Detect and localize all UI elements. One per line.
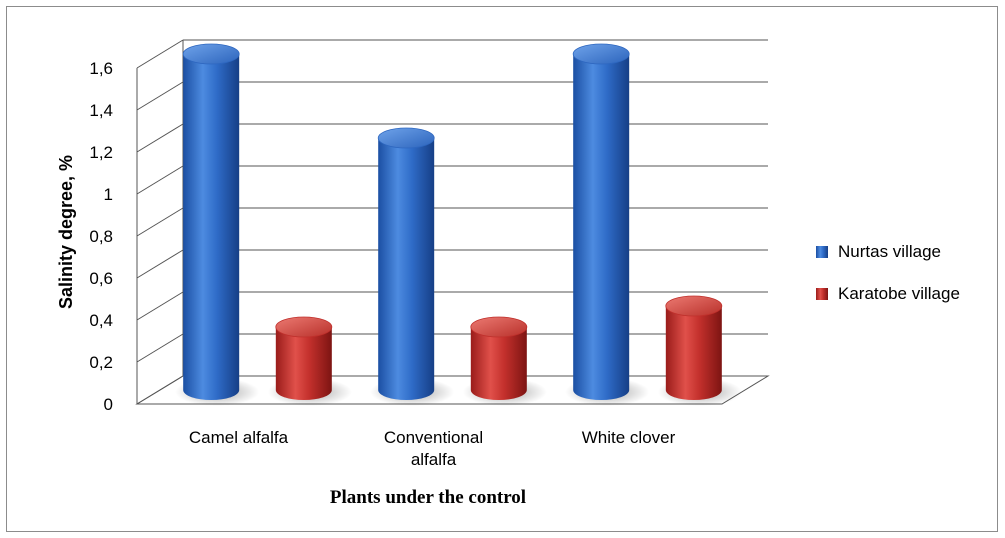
bar-body <box>470 327 527 400</box>
y-tick-label: 1,4 <box>89 101 113 120</box>
y-tick-label: 0,8 <box>89 227 113 246</box>
x-axis-categories: Camel alfalfa Conventional alfalfa White cl… <box>189 428 676 469</box>
bar-body <box>275 327 332 400</box>
y-tick-label: 0 <box>104 395 113 414</box>
bar-top <box>470 316 528 338</box>
bar <box>565 43 650 406</box>
bar-body <box>665 306 722 400</box>
legend-label: Karatobe village <box>838 284 960 303</box>
legend-label: Nurtas village <box>838 242 941 261</box>
x-tick-label: White clover <box>582 428 676 447</box>
gridline-wall <box>136 81 184 111</box>
bar <box>175 43 260 406</box>
x-tick-label: Conventional alfalfa <box>384 428 483 469</box>
chart-frame <box>6 6 998 532</box>
gridline-wall <box>136 207 184 237</box>
gridline-wall <box>136 291 184 321</box>
bar-body <box>378 138 435 400</box>
y-tick-label: 1,6 <box>89 59 113 78</box>
bar-top <box>275 316 333 338</box>
bar <box>370 127 455 406</box>
floor <box>135 375 770 405</box>
bars <box>175 43 742 406</box>
y-axis: 0 0,2 0,4 0,6 0,8 1 1,2 1,4 1,6 <box>89 59 113 414</box>
gridline-wall <box>136 333 184 363</box>
bar-body <box>573 54 630 400</box>
bar-top <box>572 43 630 65</box>
y-axis-title: Salinity degree, % <box>56 155 76 309</box>
x-tick-label: Camel alfalfa <box>189 428 289 447</box>
y-tick-label: 0,2 <box>89 353 113 372</box>
bar-body <box>183 54 240 400</box>
bar-top <box>377 127 435 149</box>
gridlines <box>135 39 770 405</box>
bar-top <box>665 295 723 317</box>
legend: Nurtas village Karatobe village <box>816 242 960 303</box>
bar-top <box>182 43 240 65</box>
y-tick-label: 0,6 <box>89 269 113 288</box>
gridline-wall <box>136 123 184 153</box>
y-tick-label: 1 <box>104 185 113 204</box>
bar <box>657 295 742 406</box>
gridline-wall <box>136 165 184 195</box>
gridline-wall <box>136 249 184 279</box>
legend-swatch <box>816 288 828 300</box>
bar <box>267 316 352 406</box>
gridline-wall <box>136 39 184 69</box>
legend-swatch <box>816 246 828 258</box>
x-axis-title: Plants under the control <box>330 487 526 508</box>
y-tick-label: 0,4 <box>89 311 113 330</box>
bar <box>462 316 547 406</box>
y-tick-label: 1,2 <box>89 143 113 162</box>
